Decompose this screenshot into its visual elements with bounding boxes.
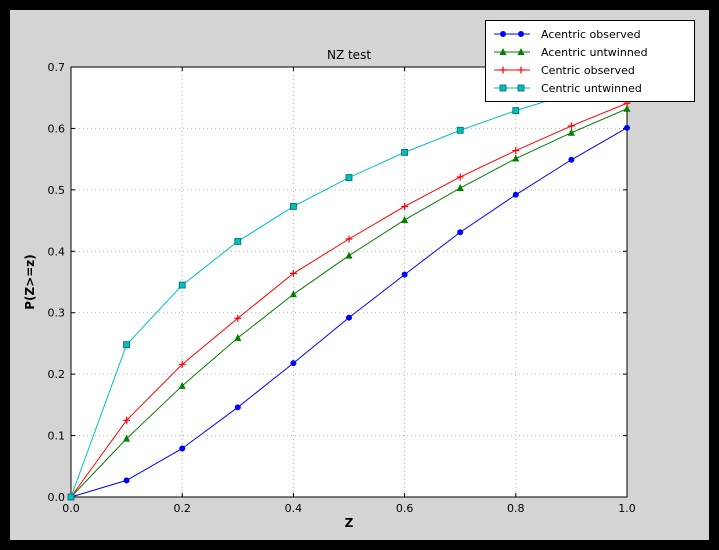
marker-square [67, 493, 75, 501]
legend-entry: Centric untwinned [492, 79, 688, 97]
x-tick-label: 0.4 [285, 502, 303, 515]
marker-plus [345, 235, 353, 243]
marker-circle [179, 445, 186, 452]
marker-triangle [401, 215, 409, 223]
marker-triangle [178, 381, 186, 389]
y-tick-label: 0.0 [48, 491, 66, 504]
x-axis-label: Z [344, 516, 354, 530]
marker-square [456, 126, 464, 134]
marker-triangle [512, 154, 520, 162]
marker-square [345, 174, 353, 181]
y-tick-label: 0.6 [48, 122, 66, 135]
marker-plus [123, 416, 131, 424]
marker-circle [624, 124, 630, 131]
x-tick-label: 0.2 [173, 502, 191, 515]
marker-circle [290, 360, 297, 367]
marker-circle [123, 477, 130, 484]
marker-square [401, 148, 409, 156]
axes-border [70, 66, 628, 498]
legend: Acentric observed Acentric untwinned Cen… [485, 20, 695, 102]
marker-triangle [123, 434, 131, 442]
chart-title: NZ test [326, 48, 372, 62]
legend-sample-line [494, 48, 530, 55]
legend-entry: Centric observed [492, 61, 688, 79]
marker-plus [401, 202, 409, 210]
marker-plus [567, 122, 575, 130]
y-tick-label: 0.5 [48, 184, 66, 197]
marker-plus [517, 66, 525, 74]
y-tick-label: 0.3 [48, 307, 66, 320]
marker-square [512, 107, 520, 115]
x-tick-label: 0.0 [62, 502, 80, 515]
x-tick-label: 0.6 [396, 502, 414, 515]
marker-circle [346, 314, 352, 321]
marker-square [123, 341, 130, 349]
marker-plus [234, 314, 242, 322]
marker-plus [512, 147, 520, 155]
marker-circle [234, 404, 241, 411]
legend-sample-line [494, 31, 530, 37]
marker-square [289, 203, 297, 210]
marker-triangle [499, 48, 507, 55]
legend-label: Centric observed [541, 63, 635, 77]
marker-triangle [289, 290, 297, 298]
marker-square [234, 238, 242, 245]
x-tick-label: 1.0 [618, 502, 636, 515]
legend-label: Centric untwinned [541, 81, 642, 95]
marker-triangle [517, 48, 525, 55]
marker-circle [512, 191, 519, 198]
y-tick-label: 0.4 [48, 245, 66, 258]
legend-sample-line [494, 84, 530, 92]
marker-circle [500, 31, 506, 37]
marker-triangle [623, 104, 631, 112]
marker-triangle [234, 333, 242, 341]
chart-svg: 0.0 0.2 0.4 0.6 0.8 1.0 0.0 0.1 0.2 0.3 0.4 0.5 0.6 0… [48, 61, 636, 515]
marker-triangle [345, 251, 353, 259]
marker-circle [568, 156, 575, 163]
y-tick-label: 0.2 [48, 368, 66, 381]
marker-plus [289, 269, 297, 277]
marker-plus [456, 173, 464, 181]
marker-circle [401, 271, 408, 278]
marker-circle [518, 31, 524, 37]
marker-circle [457, 229, 464, 236]
marker-plus [178, 360, 186, 368]
legend-label: Acentric observed [541, 27, 641, 41]
legend-entry: Acentric observed [492, 25, 688, 43]
y-tick-label: 0.1 [48, 430, 66, 443]
figure-canvas: 0.0 0.2 0.4 0.6 0.8 1.0 0.0 0.1 0.2 0.3 0.4 0.5 0.6 0… [10, 10, 709, 540]
legend-label: Acentric untwinned [541, 45, 648, 59]
legend-sample-line [494, 66, 530, 74]
marker-square [499, 84, 507, 92]
x-tick-label: 0.8 [507, 502, 525, 515]
plot-area [71, 67, 627, 497]
marker-square [517, 84, 525, 92]
y-tick-label: 0.7 [48, 61, 66, 74]
y-axis-label: P(Z>=z) [23, 254, 37, 310]
marker-square [178, 281, 186, 289]
marker-triangle [567, 128, 575, 136]
marker-triangle [456, 184, 464, 192]
marker-plus [499, 66, 507, 74]
legend-entry: Acentric untwinned [492, 43, 688, 61]
